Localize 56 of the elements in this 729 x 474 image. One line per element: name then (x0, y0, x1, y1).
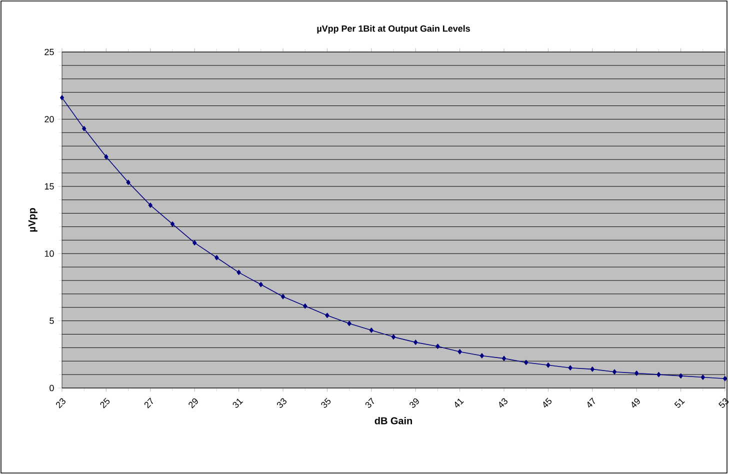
x-tick-label: 31 (232, 398, 243, 408)
x-tick-label: 37 (365, 398, 374, 408)
point (546, 362, 550, 368)
point (170, 221, 175, 227)
point (436, 344, 440, 349)
point (148, 202, 152, 208)
x-tick-label: 43 (499, 398, 508, 408)
x-tick-label: 47 (587, 398, 595, 408)
point (656, 372, 661, 378)
point (634, 370, 639, 376)
x-tick-label: 45 (543, 398, 552, 408)
x-tick-label: 25 (100, 398, 110, 408)
y-tick-label: 15 (44, 183, 54, 190)
x-tick-label: 33 (276, 398, 286, 408)
point (325, 312, 330, 318)
point (258, 282, 263, 288)
point (126, 180, 130, 185)
point (280, 294, 286, 300)
point (678, 373, 683, 379)
x-tick-label: 29 (188, 398, 198, 408)
point (214, 255, 219, 260)
point (60, 95, 64, 100)
point (612, 369, 617, 374)
point (700, 374, 705, 380)
x-axis-title: dB Gain (374, 416, 412, 424)
y-tick-label: 20 (44, 116, 54, 122)
point (458, 349, 462, 354)
point (369, 328, 374, 333)
y-tick-label: 25 (44, 48, 54, 56)
point (414, 340, 418, 345)
point (568, 365, 572, 370)
y-axis-title: µVpp (28, 208, 38, 232)
point (303, 303, 308, 309)
y-tick-label: 5 (50, 318, 54, 324)
x-tick-label: 23 (56, 398, 66, 408)
chart-title: µVpp Per 1Bit at Output Gain Levels (317, 25, 470, 34)
x-tick-label: 39 (410, 398, 419, 408)
y-tick-label: 10 (44, 250, 54, 257)
point (82, 126, 86, 132)
x-tick-label: 35 (321, 398, 331, 408)
point (590, 366, 594, 372)
point (502, 356, 506, 362)
point (480, 353, 484, 358)
point (347, 320, 352, 326)
point (236, 270, 241, 276)
x-tick-label: 41 (454, 398, 464, 408)
x-tick-label: 51 (674, 398, 685, 408)
point (192, 240, 197, 246)
x-tick-label: 27 (144, 398, 154, 408)
x-tick-label: 49 (632, 398, 640, 408)
point (722, 376, 728, 382)
y-tick-label: 0 (50, 384, 54, 392)
point (524, 360, 528, 366)
point (104, 154, 108, 160)
x-tick-label: 53 (718, 398, 729, 408)
point (391, 334, 396, 340)
